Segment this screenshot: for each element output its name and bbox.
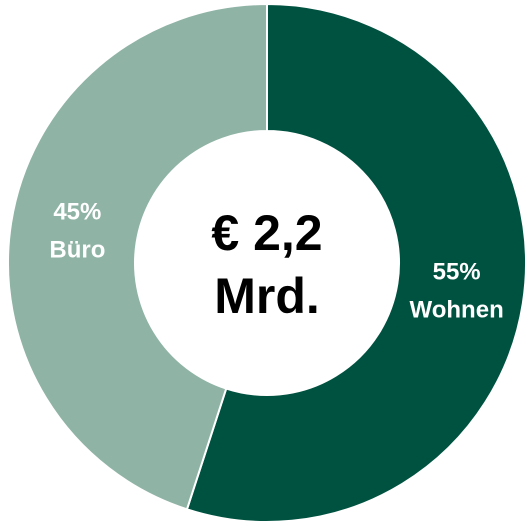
slice-value-label: 55% <box>433 258 481 285</box>
slice-category-label: Büro <box>49 236 105 263</box>
slice-value-label: 45% <box>53 198 101 225</box>
slice <box>7 2 268 511</box>
center-label: € 2,2 <box>211 205 322 261</box>
slice-category-label: Wohnen <box>410 296 504 323</box>
center-label: Mrd. <box>214 268 320 324</box>
slice <box>185 2 527 523</box>
